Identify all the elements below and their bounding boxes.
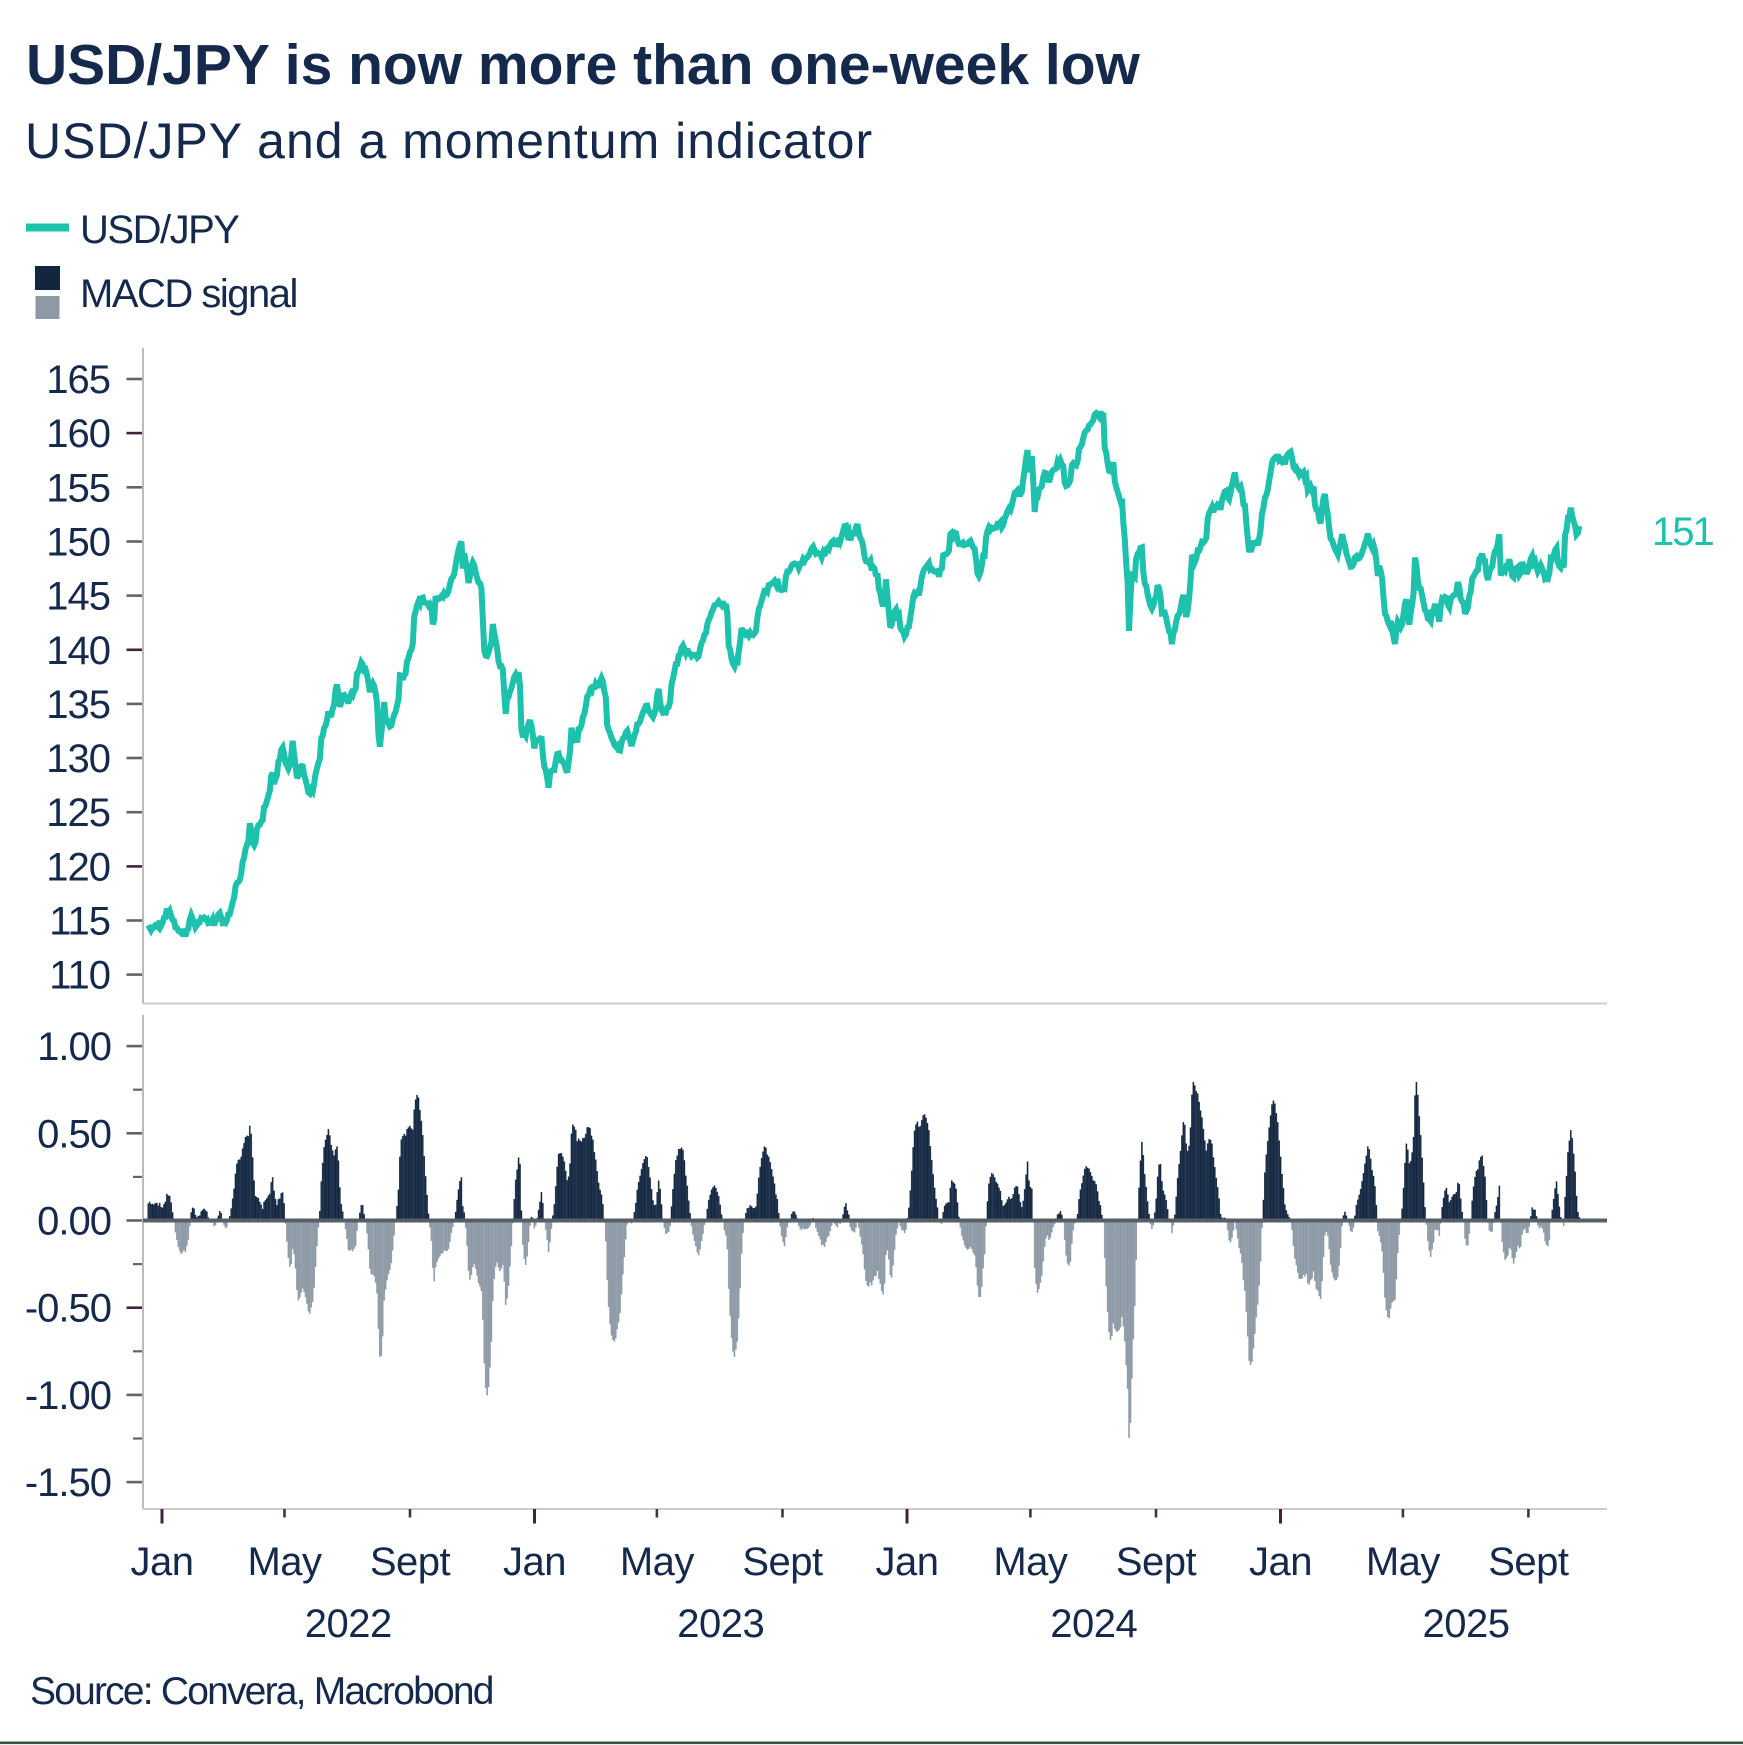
svg-text:140: 140 [46,629,110,673]
svg-text:May: May [1366,1540,1441,1584]
svg-text:145: 145 [46,575,110,619]
svg-text:Sept: Sept [1116,1540,1197,1584]
svg-text:Jan: Jan [1249,1540,1312,1584]
svg-text:2022: 2022 [305,1602,392,1646]
svg-text:Jan: Jan [503,1540,566,1584]
svg-text:Jan: Jan [876,1540,939,1584]
svg-text:Source: Convera, Macrobond: Source: Convera, Macrobond [30,1670,493,1713]
svg-text:160: 160 [46,412,110,456]
svg-text:USD/JPY and a momentum indicat: USD/JPY and a momentum indicator [25,113,873,169]
svg-text:Sept: Sept [1488,1540,1569,1584]
svg-text:USD/JPY: USD/JPY [80,208,239,252]
svg-text:May: May [247,1540,322,1584]
svg-text:USD/JPY is now more than one-w: USD/JPY is now more than one-week low [26,33,1141,97]
svg-text:2024: 2024 [1050,1602,1137,1646]
svg-text:125: 125 [46,791,110,835]
svg-text:155: 155 [46,466,110,510]
svg-text:2023: 2023 [677,1602,764,1646]
svg-text:MACD signal: MACD signal [80,272,297,316]
svg-text:150: 150 [46,521,110,565]
svg-text:Jan: Jan [131,1540,194,1584]
svg-text:165: 165 [46,358,110,402]
svg-text:2025: 2025 [1423,1602,1510,1646]
svg-text:135: 135 [46,683,110,727]
svg-text:-1.00: -1.00 [25,1374,111,1418]
svg-text:0.50: 0.50 [37,1112,111,1156]
svg-text:151: 151 [1652,510,1713,554]
svg-text:1.00: 1.00 [37,1025,111,1069]
svg-text:Sept: Sept [370,1540,451,1584]
svg-text:Sept: Sept [742,1540,823,1584]
svg-text:May: May [620,1540,695,1584]
svg-text:110: 110 [49,954,110,998]
svg-text:0.00: 0.00 [37,1200,111,1244]
svg-text:115: 115 [49,900,110,944]
svg-text:-0.50: -0.50 [25,1287,111,1331]
svg-text:May: May [993,1540,1068,1584]
svg-text:-1.50: -1.50 [25,1461,111,1505]
svg-text:130: 130 [46,737,110,781]
svg-text:120: 120 [46,845,110,889]
